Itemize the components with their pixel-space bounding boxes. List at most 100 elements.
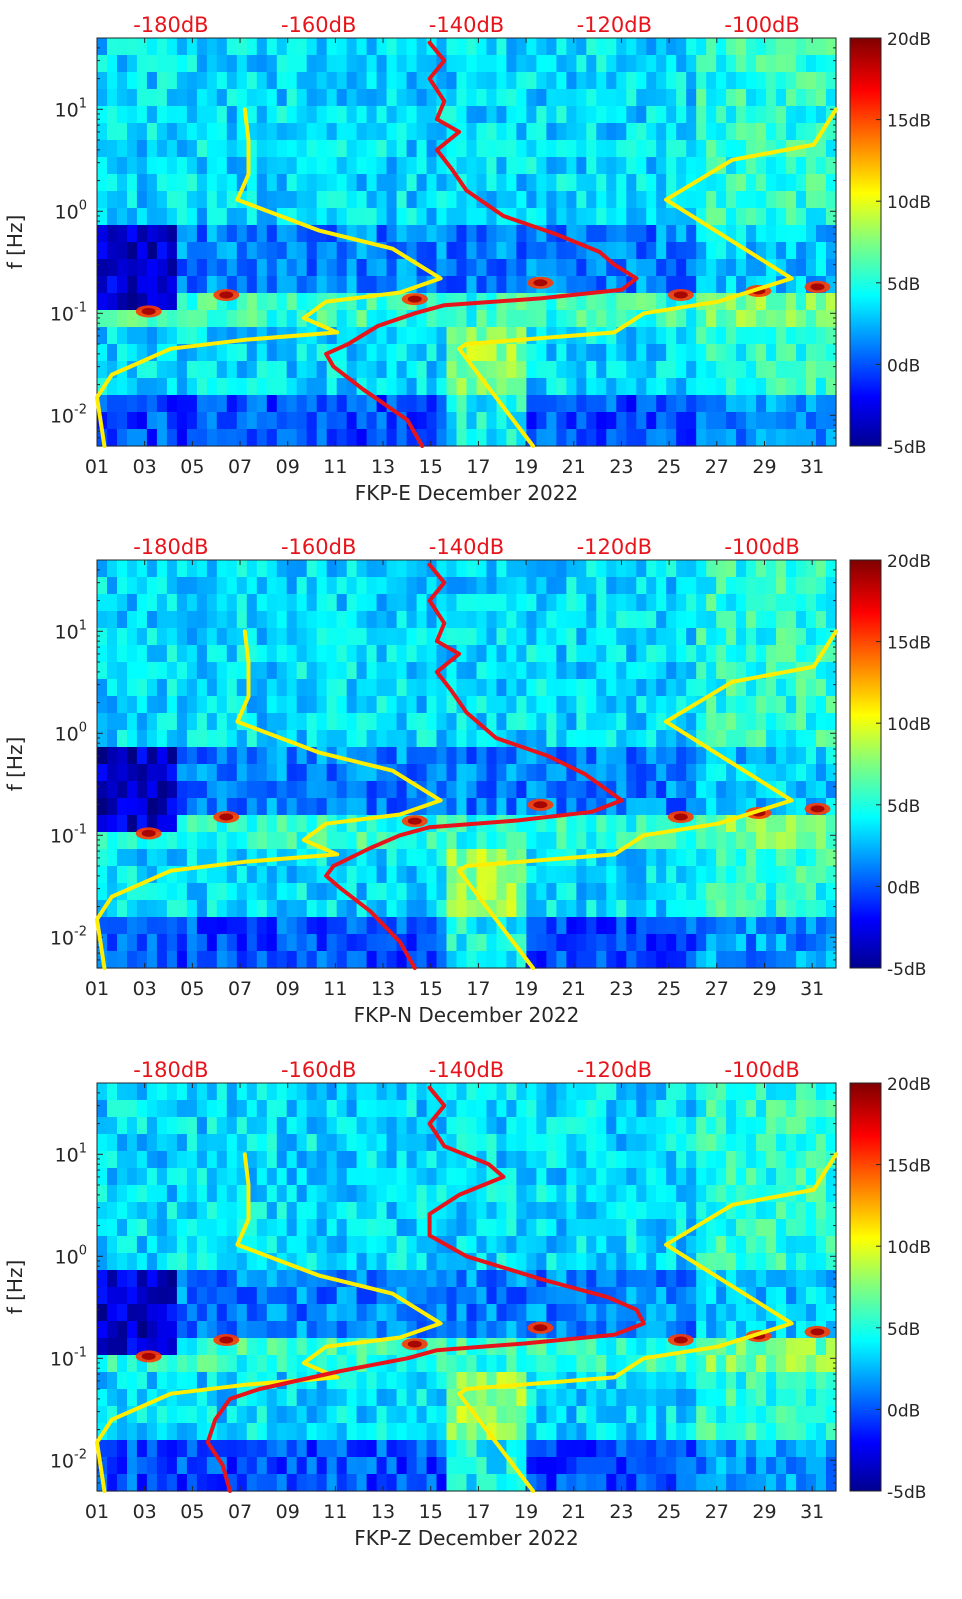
spectrogram-cell [166,1134,178,1152]
spectrogram-cell [356,1151,368,1169]
spectrogram-cell [546,344,557,362]
spectrogram-cell [446,225,458,243]
spectrogram-cell [416,628,428,646]
spectrogram-cell [166,1406,178,1424]
spectrogram-cell [216,900,228,918]
spectrogram-cell [406,1202,418,1220]
spectrogram-cell [696,191,707,209]
spectrogram-cell [706,951,717,969]
spectrogram-cell [246,106,258,124]
spectrogram-cell [107,866,118,884]
spectrogram-cell [766,696,777,714]
spectrogram-cell [356,276,368,294]
spectrogram-cell [696,72,707,90]
spectrogram-cell [716,242,727,260]
spectrogram-cell [356,747,368,765]
spectrogram-cell [746,832,757,850]
spectrogram-cell [676,934,687,952]
spectrogram-cell [726,174,737,192]
spectrogram-cell [216,1168,228,1186]
spectrogram-cell [406,378,418,396]
spectrogram-cell [616,662,627,680]
spectrogram-cell [446,38,458,56]
spectrogram-cell [506,1202,517,1220]
spectrogram-cell [146,395,158,413]
spectrogram-cell [286,361,298,379]
spectrogram-cell [246,412,258,430]
spectrogram-cell [456,1083,468,1101]
spectrogram-cell [176,55,188,73]
spectrogram-cell [756,259,767,277]
spectrogram-cell [107,1406,118,1424]
spectrogram-cell [136,1457,148,1475]
spectrogram-cell [306,1457,318,1475]
spectrogram-cell [626,713,637,731]
spectrogram-cell [236,1474,248,1492]
spectrogram-cell [656,764,667,782]
spectrogram-cell [626,798,637,816]
spectrogram-cell [436,242,448,260]
spectrogram-cell [276,89,288,107]
spectrogram-cell [446,764,458,782]
spectrogram-cell [286,89,298,107]
spectrogram-cell [496,361,508,379]
spectrogram-cell [566,344,577,362]
spectrogram-cell [266,1117,278,1135]
spectrogram-cell [236,900,248,918]
spectrogram-cell [296,1185,308,1203]
spectrogram-cell [696,645,707,663]
spectrogram-cell [236,1389,248,1407]
spectrogram-cell [666,429,677,447]
spectrogram-cell [746,781,757,799]
spectrogram-cell [656,174,667,192]
spectrogram-cell [306,611,318,629]
spectrogram-cell [406,679,418,697]
spectrogram-cell [386,747,398,765]
spectrogram-cell [436,883,448,901]
spectrogram-cell [756,55,767,73]
spectrogram-cell [526,412,537,430]
spectrogram-cell [196,140,208,158]
spectrogram-cell [656,361,667,379]
spectrogram-cell [306,140,318,158]
spectrogram-cell [336,1372,348,1390]
spectrogram-cell [556,832,567,850]
spectrogram-cell [476,1202,488,1220]
spectrogram-cell [316,1355,328,1373]
spectrogram-cell [706,225,717,243]
spectrogram-cell [386,849,398,867]
spectrogram-cell [476,1219,488,1237]
spectrogram-cell [676,866,687,884]
spectrogram-cell [686,259,697,277]
spectrogram-cell [526,38,537,56]
spectrogram-cell [136,1423,148,1441]
spectrogram-cell [226,1270,238,1288]
colorbar-label: 10dB [887,193,931,213]
spectrogram-cell [726,259,737,277]
spectrogram-cell [516,883,527,901]
spectrogram-cell [416,951,428,969]
spectrogram-cell [256,577,268,595]
spectrogram-cell [266,1423,278,1441]
spectrogram-cell [326,849,338,867]
spectrogram-cell [156,174,168,192]
spectrogram-cell [566,412,577,430]
spectrogram-cell [666,815,677,833]
spectrogram-cell [576,123,587,141]
spectrogram-cell [316,38,328,56]
spectrogram-cell [516,1423,527,1441]
spectrogram-cell [786,815,797,833]
spectrogram-cell [746,242,757,260]
spectrogram-cell [166,832,178,850]
spectrogram-cell [136,1321,148,1339]
spectrogram-cell [766,157,777,175]
spectrogram-cell [186,157,198,175]
spectrogram-cell [746,344,757,362]
spectrogram-cell [186,310,198,328]
spectrogram-cell [146,1440,158,1458]
spectrogram-cell [266,1083,278,1101]
spectrogram-cell [236,361,248,379]
spectrogram-cell [97,106,108,124]
spectrogram-cell [186,1406,198,1424]
